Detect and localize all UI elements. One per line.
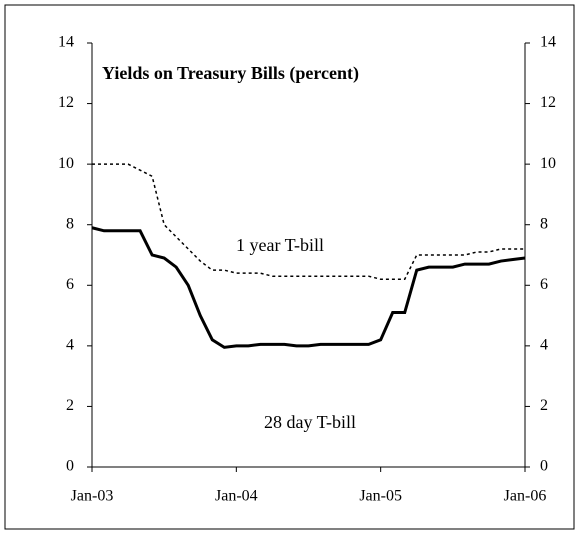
- series-line: [91, 226, 526, 349]
- y-tick-label: 4: [66, 337, 74, 354]
- x-tick-label: Jan-06: [504, 488, 547, 505]
- series-label: 28 day T-bill: [264, 412, 356, 432]
- chart-title: Yields on Treasury Bills (percent): [102, 63, 359, 84]
- y-tick-label: 0: [66, 458, 74, 475]
- x-tick-label: Jan-05: [359, 488, 402, 505]
- y-tick-label: 14: [58, 34, 74, 51]
- y-tick-label: 2: [66, 397, 74, 414]
- series-label: 1 year T-bill: [236, 235, 324, 255]
- y2-tick-label: 14: [540, 34, 556, 51]
- y2-tick-label: 6: [540, 276, 548, 293]
- y2-tick-label: 12: [540, 94, 556, 111]
- y2-tick-label: 4: [540, 337, 548, 354]
- y2-tick-label: 8: [540, 215, 548, 232]
- y2-tick-label: 0: [540, 458, 548, 475]
- y-tick-label: 6: [66, 276, 74, 293]
- y2-tick-label: 2: [540, 397, 548, 414]
- x-tick-label: Jan-03: [71, 488, 114, 505]
- series-line: [92, 163, 525, 280]
- y-tick-label: 8: [66, 215, 74, 232]
- x-tick-label: Jan-04: [215, 488, 258, 505]
- y-tick-label: 10: [58, 155, 74, 172]
- y-tick-label: 12: [58, 94, 74, 111]
- frame: [4, 4, 575, 530]
- y2-tick-label: 10: [540, 155, 556, 172]
